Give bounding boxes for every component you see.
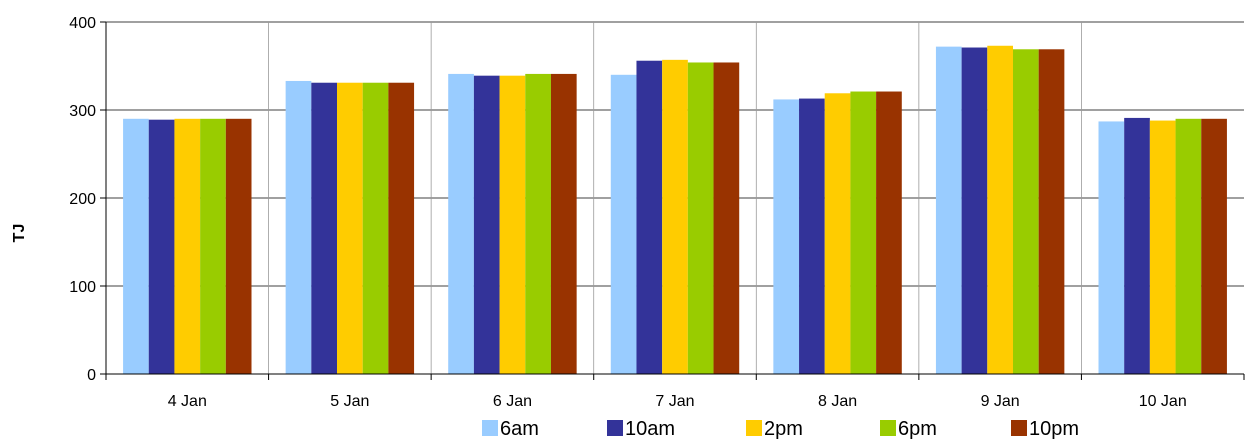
bar-10pm-4-Jan (225, 118, 252, 374)
x-tick-label: 8 Jan (818, 393, 857, 410)
legend-label-6am: 6am (500, 418, 539, 440)
bar-10pm-5-Jan (388, 82, 415, 374)
y-tick-label: 200 (69, 191, 96, 208)
legend-label-10am: 10am (625, 418, 675, 440)
x-tick-label: 4 Jan (168, 393, 207, 410)
legend-swatch-2pm (746, 420, 762, 436)
y-tick-label: 300 (69, 103, 96, 120)
bar-10pm-8-Jan (876, 91, 902, 375)
legend-swatch-6pm (880, 420, 896, 436)
bar-10am-10-Jan (1124, 117, 1150, 375)
bar-10pm-7-Jan (713, 62, 740, 374)
legend-swatch-10pm (1011, 420, 1027, 436)
legend: 6am 10am 2pm 6pm 10pm (482, 418, 1079, 440)
bar-6am-8-Jan (773, 99, 800, 374)
bar-6pm-8-Jan (850, 91, 877, 375)
bars (123, 45, 1227, 375)
bar-10am-9-Jan (961, 47, 988, 375)
x-tick-label: 9 Jan (981, 393, 1020, 410)
bar-6am-5-Jan (285, 80, 312, 375)
bar-6am-10-Jan (1098, 121, 1125, 374)
legend-label-6pm: 6pm (898, 418, 937, 440)
bar-6pm-6-Jan (525, 73, 551, 375)
bar-6am-7-Jan (610, 74, 637, 375)
y-tick-label: 0 (87, 367, 96, 384)
bar-10pm-10-Jan (1201, 118, 1227, 374)
bar-2pm-9-Jan (987, 45, 1013, 374)
bar-10am-8-Jan (799, 98, 825, 374)
bar-2pm-7-Jan (662, 59, 688, 375)
bar-10am-6-Jan (473, 75, 500, 375)
bar-10pm-6-Jan (550, 73, 577, 375)
bar-6pm-10-Jan (1175, 118, 1202, 374)
legend-swatch-6am (482, 420, 498, 436)
bar-6pm-9-Jan (1012, 49, 1039, 374)
legend-label-2pm: 2pm (764, 418, 803, 440)
bar-2pm-5-Jan (337, 82, 363, 374)
axes (100, 21, 1245, 380)
bar-2pm-6-Jan (499, 75, 526, 375)
y-axis-title: TJ (11, 224, 28, 243)
bar-10am-5-Jan (311, 82, 338, 374)
legend-label-10pm: 10pm (1029, 418, 1079, 440)
tick-labels: 0 100 200 300 400 4 Jan 5 Jan 6 Jan 7 Jan 8 Jan 9 … (69, 15, 1186, 410)
bar-6pm-4-Jan (200, 118, 226, 374)
bar-2pm-8-Jan (824, 93, 851, 374)
y-tick-label: 400 (69, 15, 96, 32)
x-tick-label: 10 Jan (1139, 393, 1187, 410)
y-tick-label: 100 (69, 279, 96, 296)
bar-2pm-4-Jan (174, 118, 201, 374)
bar-6pm-7-Jan (687, 62, 714, 374)
x-tick-label: 6 Jan (493, 393, 532, 410)
bar-6am-9-Jan (935, 46, 962, 374)
bar-10pm-9-Jan (1038, 49, 1065, 374)
bar-6pm-5-Jan (362, 82, 389, 374)
bar-2pm-10-Jan (1149, 120, 1176, 374)
x-tick-label: 7 Jan (655, 393, 694, 410)
bar-6am-6-Jan (448, 73, 474, 375)
bar-6am-4-Jan (123, 118, 149, 374)
bar-10am-7-Jan (636, 60, 663, 374)
bar-10am-4-Jan (148, 119, 175, 375)
legend-swatch-10am (607, 420, 623, 436)
x-tick-label: 5 Jan (330, 393, 369, 410)
